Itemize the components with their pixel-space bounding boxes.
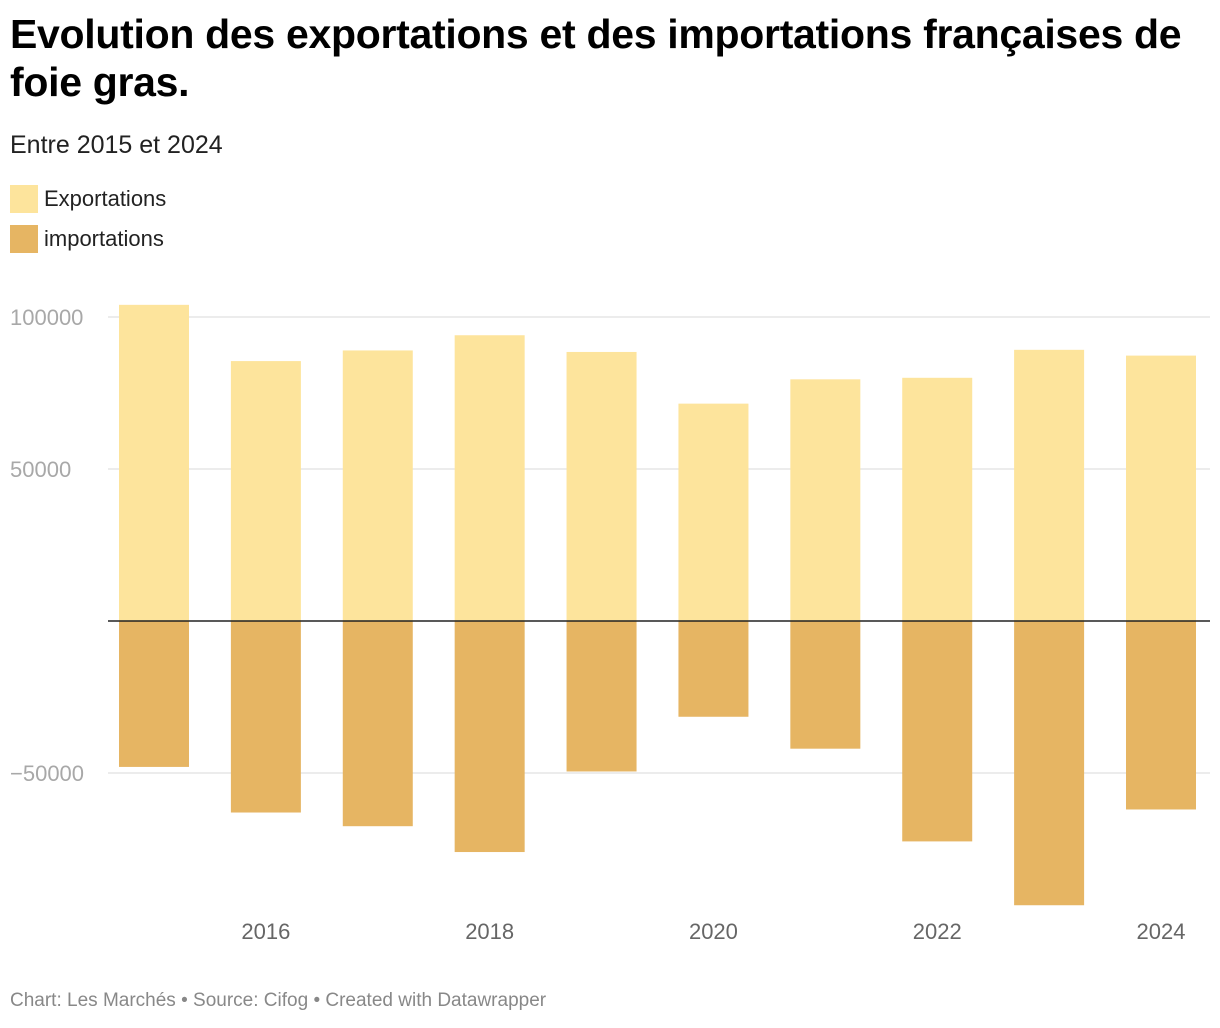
bar-exportations-2016 [230, 361, 301, 621]
legend-label-importations: importations [44, 226, 164, 251]
bar-importations-2020 [678, 621, 749, 717]
bar-importations-2024 [1126, 621, 1196, 810]
legend-item-importations: importations [10, 223, 166, 255]
bar-exportations-2018 [454, 335, 525, 621]
y-tick-label: 50000 [10, 457, 71, 482]
created-with-link[interactable]: Created with Datawrapper [325, 990, 547, 1011]
bar-exportations-2019 [566, 351, 637, 621]
bar-importations-2023 [1014, 621, 1085, 906]
bar-exportations-2015 [119, 304, 189, 621]
bar-importations-2018 [454, 621, 525, 853]
chart-footer: Chart: Les Marchés • Source: Cifog • Cre… [10, 990, 546, 1012]
x-tick-label-2024: 2024 [1137, 919, 1186, 944]
bar-exportations-2021 [790, 379, 861, 621]
source-label: Source: [193, 990, 259, 1011]
bar-exportations-2017 [342, 350, 413, 621]
bar-exportations-2023 [1014, 349, 1085, 621]
x-tick-label-2022: 2022 [913, 919, 962, 944]
bar-importations-2021 [790, 621, 861, 749]
footer-separator: • [313, 990, 321, 1011]
bar-importations-2022 [902, 621, 973, 842]
bar-exportations-2024 [1126, 355, 1196, 621]
legend-swatch-exportations [10, 185, 38, 213]
credit-label: Chart: [10, 990, 62, 1011]
bars [119, 304, 1196, 906]
legend-swatch-importations [10, 225, 38, 253]
footer-separator: • [181, 990, 188, 1011]
bar-importations-2015 [119, 621, 189, 767]
bar-importations-2016 [230, 621, 301, 813]
chart-subtitle: Entre 2015 et 2024 [10, 131, 223, 159]
y-tick-label: −50000 [10, 761, 84, 786]
source-link[interactable]: Cifog [263, 990, 309, 1011]
chart-legend: Exportations importations [10, 183, 166, 263]
chart-title: Evolution des exportations et des import… [10, 11, 1182, 105]
bar-importations-2017 [342, 621, 413, 827]
bar-importations-2019 [566, 621, 637, 772]
x-tick-label-2020: 2020 [689, 919, 738, 944]
y-axis-tick-labels: 100000 50000 −50000 [10, 305, 84, 786]
x-axis-tick-labels: 2016 2018 2020 2022 2024 [241, 919, 1185, 944]
x-tick-label-2018: 2018 [465, 919, 514, 944]
legend-item-exportations: Exportations [10, 183, 166, 215]
x-tick-label-2016: 2016 [241, 919, 290, 944]
y-tick-label: 100000 [10, 305, 83, 330]
legend-label-exportations: Exportations [44, 186, 167, 211]
credit-link[interactable]: Les Marchés [67, 990, 176, 1011]
bar-exportations-2022 [902, 377, 973, 621]
bar-exportations-2020 [678, 403, 749, 621]
